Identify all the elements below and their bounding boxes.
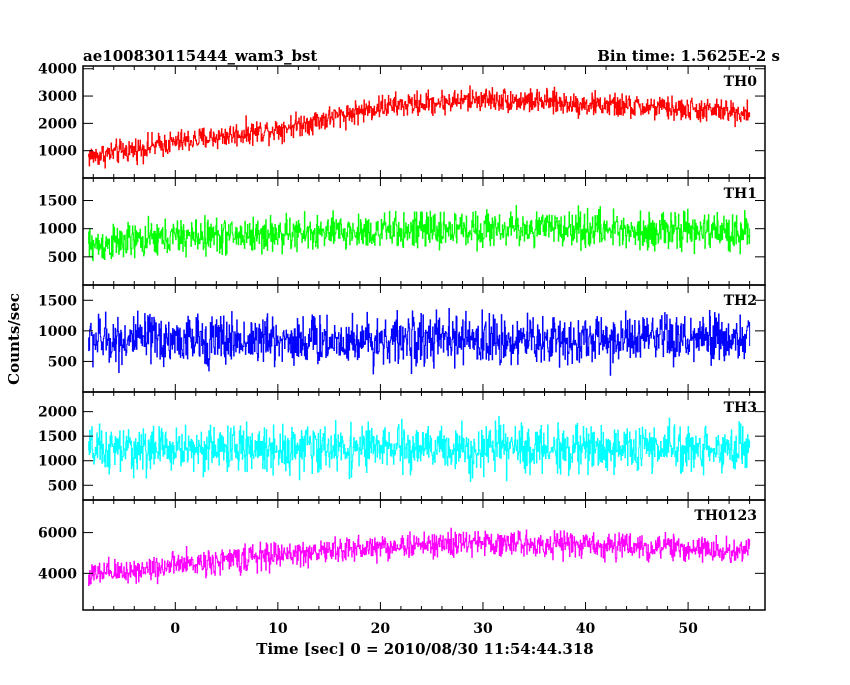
x-tick-label: 30 [473, 621, 493, 637]
panel-frame-th0 [82, 65, 766, 179]
series-label-th2: TH2 [724, 293, 757, 309]
y-tick-label: 1500 [38, 194, 77, 210]
y-tick-label: 1000 [38, 222, 77, 238]
series-trace-th1 [88, 204, 751, 262]
series-label-th1: TH1 [724, 186, 757, 202]
x-tick-label: 0 [170, 621, 180, 637]
y-tick-label: 1500 [38, 429, 77, 445]
x-tick-label: 50 [678, 621, 698, 637]
chart-title-right: Bin time: 1.5625E-2 s [597, 47, 780, 65]
x-tick-label: 10 [268, 621, 288, 637]
y-tick-label: 4000 [38, 62, 77, 78]
y-axis-label: Counts/sec [5, 293, 23, 385]
series-trace-th0123 [88, 527, 751, 587]
y-tick-label: 6000 [38, 526, 77, 542]
y-tick-label: 1000 [38, 144, 77, 160]
x-tick-label: 40 [576, 621, 596, 637]
series-label-th3: TH3 [724, 400, 757, 416]
y-tick-label: 500 [48, 250, 77, 266]
series-trace-th2 [88, 308, 751, 376]
series-label-th0: TH0 [724, 74, 758, 90]
y-tick-label: 1000 [38, 324, 77, 340]
series-trace-th3 [88, 415, 751, 482]
y-tick-label: 2000 [38, 116, 77, 132]
x-tick-label: 20 [371, 621, 391, 637]
series-trace-th0 [88, 85, 751, 169]
panel-frame-th0123 [82, 499, 766, 611]
chart-title-left: ae100830115444_wam3_bst [83, 47, 317, 65]
y-tick-label: 4000 [38, 566, 77, 582]
y-tick-label: 1000 [38, 454, 77, 470]
x-axis-label: Time [sec] 0 = 2010/08/30 11:54:44.318 [256, 640, 593, 658]
y-tick-label: 3000 [38, 89, 77, 105]
y-tick-label: 500 [48, 354, 77, 370]
y-tick-label: 1500 [38, 293, 77, 309]
series-label-th0123: TH0123 [694, 508, 757, 524]
y-tick-label: 500 [48, 478, 77, 494]
y-tick-label: 2000 [38, 405, 77, 421]
